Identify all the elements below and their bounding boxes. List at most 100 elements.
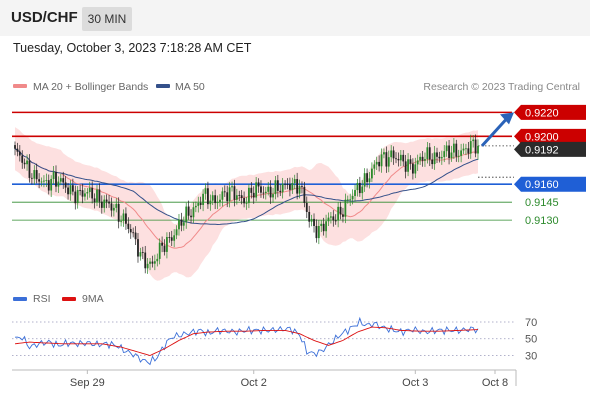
candle	[47, 174, 50, 195]
candle	[303, 181, 306, 208]
candle	[308, 205, 311, 228]
candle-body	[76, 189, 79, 204]
candle	[156, 253, 159, 267]
candle	[139, 247, 142, 261]
candle-body	[69, 185, 72, 195]
candle-body	[18, 151, 21, 156]
candle	[199, 196, 202, 210]
candle	[153, 254, 156, 271]
price-label-4: 0.9145	[525, 197, 559, 209]
candle-body	[325, 221, 327, 232]
candle-body	[108, 201, 110, 204]
candle-body	[100, 201, 103, 208]
price-label-0: 0.9220	[525, 107, 559, 119]
candle	[178, 214, 180, 236]
candle-body	[57, 181, 60, 187]
candle	[469, 134, 472, 159]
candle	[344, 193, 347, 224]
candle	[392, 146, 395, 165]
price-label-2: 0.9192	[525, 144, 559, 156]
price-label-box-2	[514, 141, 586, 157]
candle	[207, 181, 209, 209]
price-levels	[12, 111, 514, 221]
candle	[399, 150, 402, 167]
candle-body	[448, 145, 450, 159]
candle-body	[378, 161, 381, 167]
candle	[28, 154, 31, 183]
candle	[132, 227, 135, 238]
timeframe-badge[interactable]: 30 MIN	[82, 7, 132, 31]
candle-body	[226, 192, 229, 202]
x-tick-label-2: Oct 3	[402, 377, 428, 389]
candle-body	[399, 154, 402, 161]
candle	[91, 181, 94, 204]
candle	[214, 189, 217, 210]
candle-body	[419, 156, 422, 161]
candle	[14, 141, 16, 156]
candle-body	[279, 190, 282, 193]
price-label-3: 0.9160	[525, 179, 559, 191]
candle-body	[380, 154, 383, 167]
candle-body	[125, 213, 127, 224]
candle	[467, 142, 470, 159]
candle	[477, 139, 479, 160]
legend-label-rsi: RSI	[33, 293, 51, 305]
candle-body	[445, 145, 448, 152]
candle-body	[457, 155, 460, 157]
candle	[211, 191, 214, 206]
candle-body	[197, 203, 200, 206]
chart-header: USD/CHF 30 MIN	[0, 0, 590, 36]
price-label-box-3	[514, 176, 586, 192]
candle-body	[250, 187, 253, 193]
candle-body	[134, 232, 137, 240]
credit-text: Research © 2023 Trading Central	[423, 81, 580, 93]
candle-body	[293, 179, 296, 184]
candle	[173, 229, 176, 248]
candle	[23, 158, 26, 169]
candle-body	[16, 148, 19, 152]
candle-body	[21, 155, 24, 163]
candle-body	[117, 203, 120, 222]
candle-body	[370, 168, 373, 179]
candle-body	[346, 199, 349, 201]
candle	[88, 181, 91, 198]
candle	[342, 207, 344, 223]
candle	[137, 232, 139, 263]
candle	[332, 210, 335, 227]
candle-body	[149, 261, 151, 264]
candle	[457, 149, 460, 163]
candle	[293, 174, 296, 190]
candle-body	[30, 177, 33, 179]
candle-body	[173, 235, 176, 241]
candle-body	[440, 157, 443, 159]
candle	[301, 181, 303, 194]
candle-body	[79, 189, 82, 191]
candle	[233, 179, 236, 207]
candle	[216, 195, 219, 210]
candle-body	[255, 182, 258, 198]
candle	[390, 145, 393, 163]
candle	[221, 187, 224, 207]
candle-body	[127, 223, 130, 230]
candle	[209, 194, 212, 211]
candle	[81, 183, 84, 204]
candle	[361, 180, 364, 200]
candle	[235, 188, 238, 205]
candle-body	[460, 150, 463, 156]
candle	[163, 239, 166, 256]
candle-body	[313, 218, 315, 226]
price-label-1: 0.9200	[525, 131, 559, 143]
candle	[180, 212, 183, 232]
legend-label-rsi-ma: 9MA	[82, 293, 104, 305]
candle-body	[257, 182, 260, 187]
candle-body	[416, 160, 419, 165]
main-legend: MA 20 + Bollinger Bands MA 50 Research ©…	[13, 81, 580, 93]
candle	[436, 147, 438, 164]
candle-body	[397, 158, 400, 161]
candle-body	[267, 186, 270, 192]
candle	[264, 186, 267, 200]
candle	[462, 143, 465, 155]
candle-body	[433, 152, 436, 165]
legend-swatch-rsi	[13, 297, 27, 301]
